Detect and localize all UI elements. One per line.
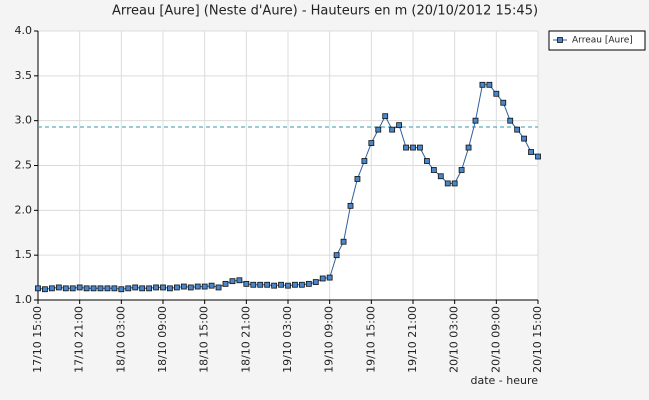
data-point bbox=[167, 285, 173, 292]
data-point bbox=[326, 274, 333, 281]
data-point bbox=[285, 282, 291, 289]
data-point bbox=[375, 126, 382, 133]
x-tick-label: 18/10 15:00 bbox=[198, 306, 211, 373]
data-point bbox=[187, 284, 194, 291]
x-tick-label: 19/10 21:00 bbox=[406, 306, 419, 373]
data-point bbox=[444, 180, 451, 187]
y-tick-label: 4.0 bbox=[15, 24, 33, 37]
data-point bbox=[437, 173, 444, 180]
x-tick-label: 20/10 15:00 bbox=[531, 306, 544, 373]
legend-label: Arreau [Aure] bbox=[572, 36, 633, 46]
data-point bbox=[430, 167, 437, 173]
x-tick-label: 19/10 15:00 bbox=[364, 306, 377, 373]
data-point bbox=[514, 126, 521, 133]
data-point bbox=[340, 238, 347, 245]
data-point bbox=[535, 153, 541, 160]
data-point bbox=[55, 284, 62, 291]
data-point bbox=[264, 281, 271, 288]
data-point bbox=[493, 90, 500, 97]
x-tick-label: 18/10 09:00 bbox=[156, 306, 169, 373]
x-tick-label: 19/10 09:00 bbox=[323, 306, 336, 373]
data-point bbox=[236, 277, 243, 284]
data-point bbox=[507, 117, 514, 124]
data-point bbox=[118, 286, 125, 293]
legend-marker bbox=[557, 37, 563, 43]
x-tick-label: 19/10 03:00 bbox=[281, 306, 294, 373]
data-point bbox=[403, 144, 409, 151]
data-point bbox=[500, 99, 507, 106]
data-point bbox=[465, 144, 472, 151]
data-point bbox=[194, 283, 201, 290]
data-point bbox=[139, 285, 146, 292]
data-point bbox=[354, 176, 361, 182]
data-point bbox=[333, 252, 340, 259]
x-tick-label: 17/10 21:00 bbox=[73, 306, 86, 373]
data-point bbox=[104, 285, 111, 292]
data-point bbox=[243, 280, 250, 287]
data-point bbox=[458, 167, 465, 173]
legend bbox=[548, 30, 646, 51]
y-tick-label: 1.5 bbox=[15, 248, 33, 261]
data-point bbox=[347, 202, 354, 209]
data-point bbox=[229, 278, 236, 285]
data-point bbox=[257, 281, 264, 288]
chart-title: Arreau [Aure] (Neste d'Aure) - Hauteurs … bbox=[112, 4, 538, 19]
y-tick-label: 1.0 bbox=[15, 293, 33, 306]
data-point bbox=[160, 284, 166, 291]
x-tick-label: 20/10 09:00 bbox=[489, 306, 502, 373]
data-point bbox=[215, 284, 222, 291]
data-point bbox=[132, 284, 139, 291]
data-point bbox=[83, 285, 90, 292]
data-point bbox=[389, 126, 396, 133]
data-point bbox=[298, 281, 305, 288]
data-point bbox=[62, 285, 69, 292]
data-point bbox=[97, 285, 104, 292]
data-point bbox=[521, 135, 528, 142]
data-point bbox=[76, 284, 83, 291]
data-point bbox=[417, 144, 423, 151]
y-tick-label: 3.0 bbox=[15, 114, 33, 127]
data-point bbox=[312, 279, 319, 285]
data-point bbox=[173, 284, 180, 291]
data-point bbox=[451, 180, 458, 187]
data-point bbox=[479, 81, 486, 88]
data-point bbox=[528, 149, 534, 155]
y-tick-label: 3.5 bbox=[15, 69, 33, 82]
data-point bbox=[278, 281, 284, 288]
data-point bbox=[125, 285, 132, 292]
data-point bbox=[396, 122, 403, 129]
data-point bbox=[111, 285, 118, 292]
data-point bbox=[472, 117, 479, 124]
data-point bbox=[222, 280, 229, 287]
data-point bbox=[368, 140, 375, 146]
data-point bbox=[69, 285, 76, 292]
data-point bbox=[382, 113, 389, 120]
data-point bbox=[153, 284, 159, 291]
data-point bbox=[486, 81, 493, 88]
data-point bbox=[146, 285, 153, 292]
data-point bbox=[292, 281, 298, 288]
data-point bbox=[180, 283, 187, 290]
data-point bbox=[201, 283, 208, 290]
data-point bbox=[423, 158, 430, 164]
x-tick-label: 17/10 15:00 bbox=[31, 306, 44, 373]
data-point bbox=[319, 275, 326, 282]
x-axis-label: date - heure bbox=[470, 374, 538, 387]
data-point bbox=[42, 286, 48, 293]
x-tick-label: 20/10 03:00 bbox=[448, 306, 461, 373]
data-point bbox=[250, 281, 257, 288]
data-point bbox=[410, 144, 416, 151]
data-point bbox=[305, 280, 312, 287]
data-point bbox=[48, 285, 55, 292]
data-point bbox=[361, 158, 368, 164]
x-tick-label: 18/10 21:00 bbox=[239, 306, 252, 373]
data-point bbox=[35, 285, 41, 292]
data-point bbox=[271, 282, 278, 289]
data-point bbox=[208, 282, 215, 289]
y-tick-label: 2.5 bbox=[15, 159, 33, 172]
y-tick-label: 2.0 bbox=[15, 203, 33, 216]
x-tick-label: 18/10 03:00 bbox=[114, 306, 127, 373]
data-point bbox=[90, 285, 97, 292]
